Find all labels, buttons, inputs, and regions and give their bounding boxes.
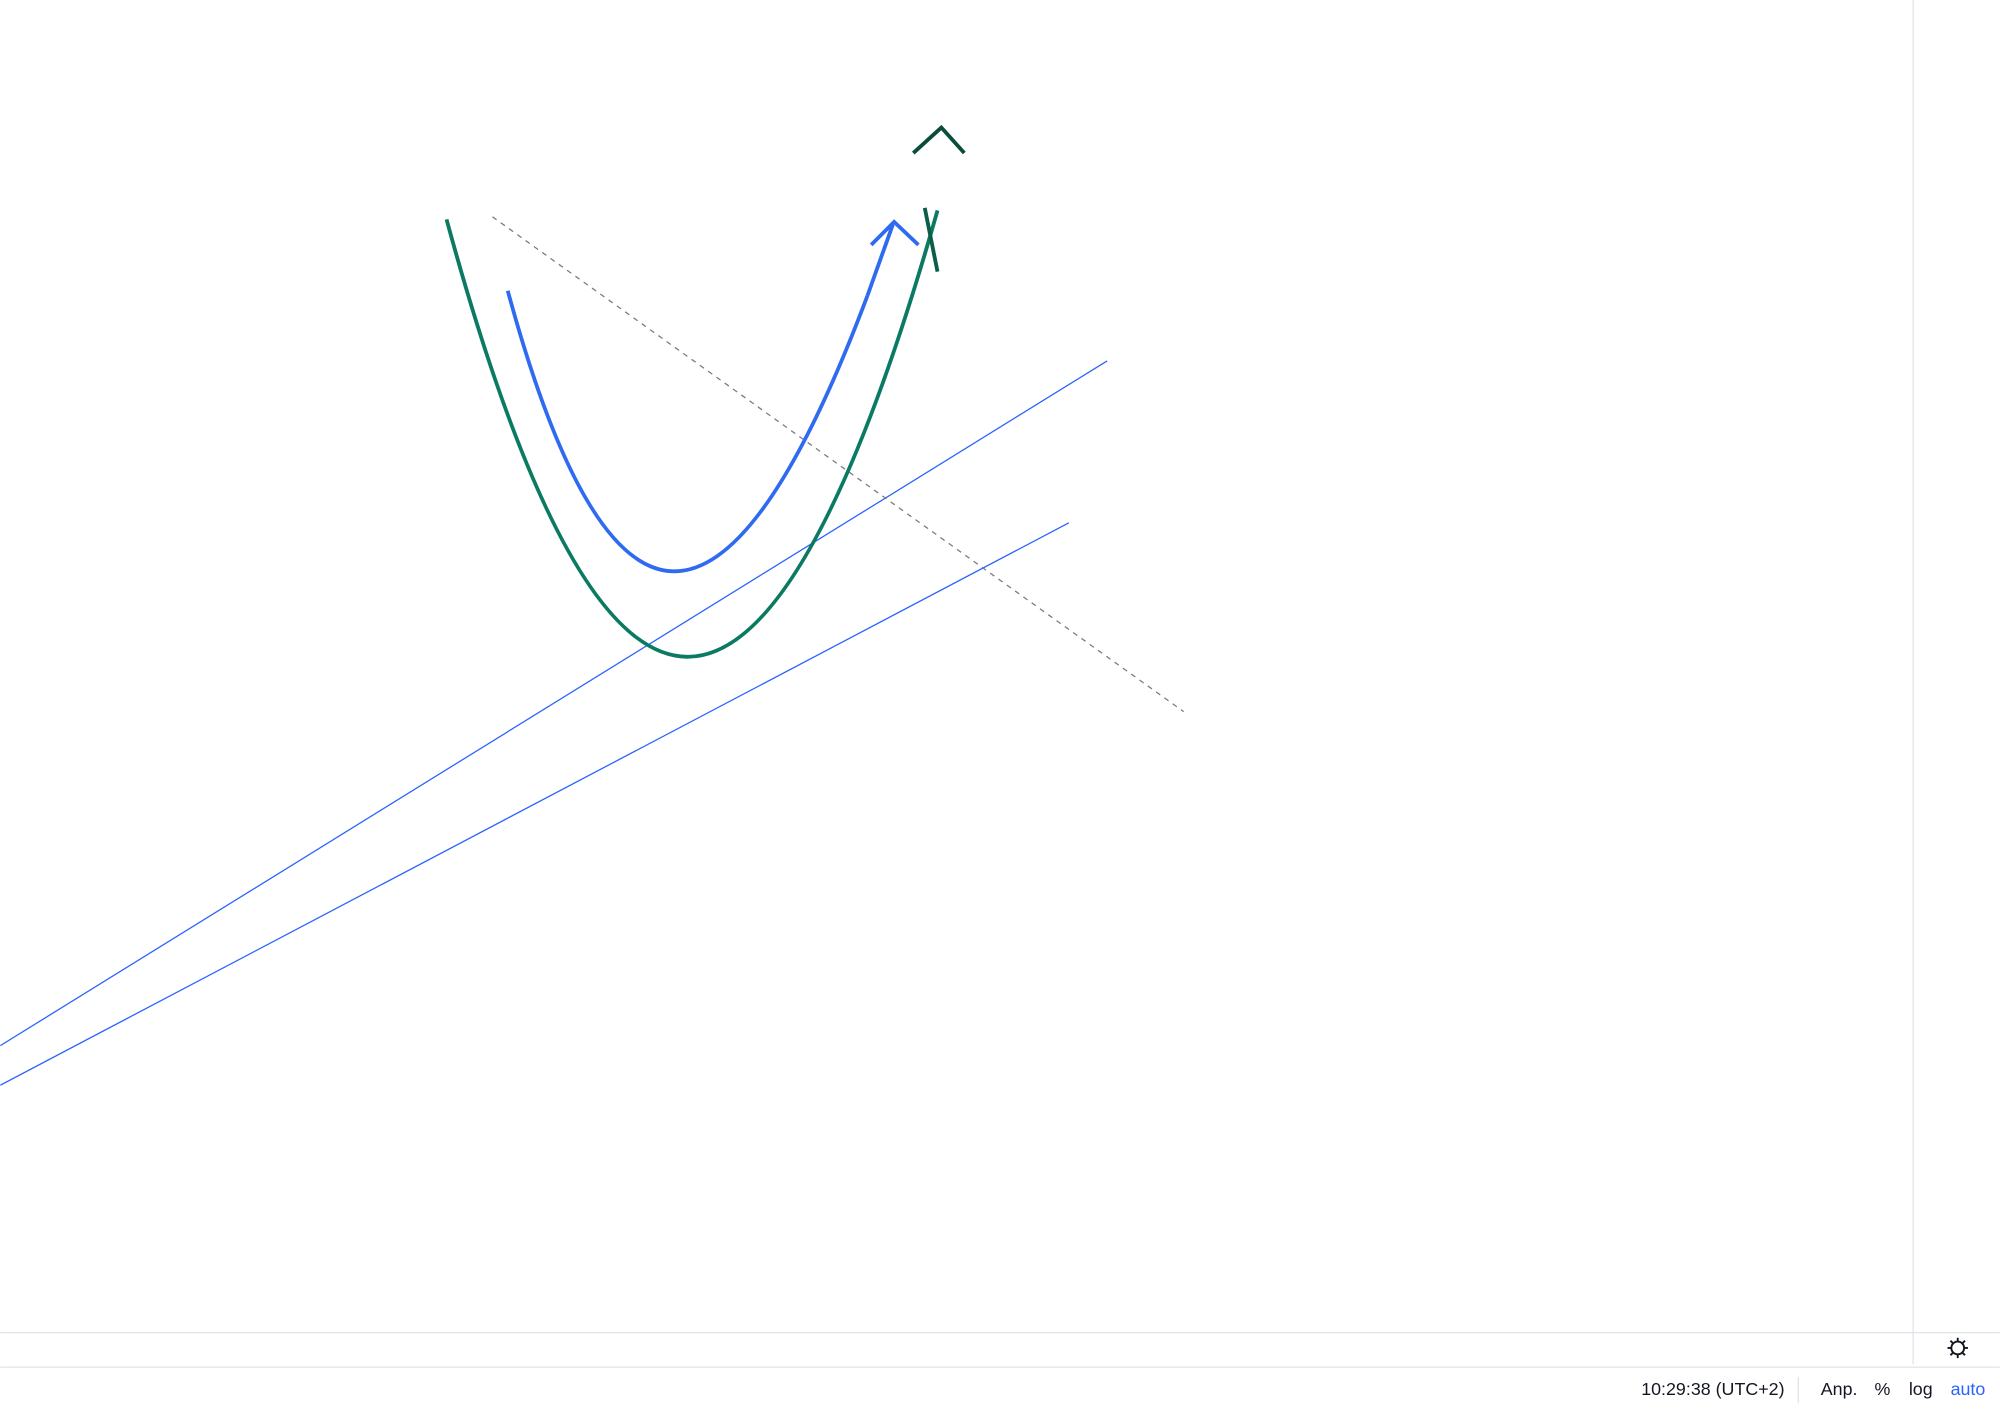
settings-icon[interactable]	[1947, 1337, 1968, 1359]
trend-line	[0, 360, 1108, 1047]
cup-curve	[444, 209, 940, 659]
inner-cup-rise	[865, 223, 895, 297]
arrow-up	[869, 219, 920, 247]
adjust-button[interactable]: Anp.	[1821, 1379, 1858, 1399]
percent-button[interactable]: %	[1875, 1379, 1891, 1399]
trend-line	[0, 522, 1070, 1086]
log-button[interactable]: log	[1909, 1379, 1933, 1399]
handle-line	[922, 207, 940, 273]
inner-cup-curve	[505, 290, 870, 574]
arrow-up	[911, 124, 966, 155]
drawings	[0, 124, 1185, 1086]
auto-button[interactable]: auto	[1951, 1379, 1986, 1399]
clock: 10:29:38 (UTC+2)	[1641, 1379, 1784, 1399]
fib-diagonal	[492, 216, 1185, 713]
